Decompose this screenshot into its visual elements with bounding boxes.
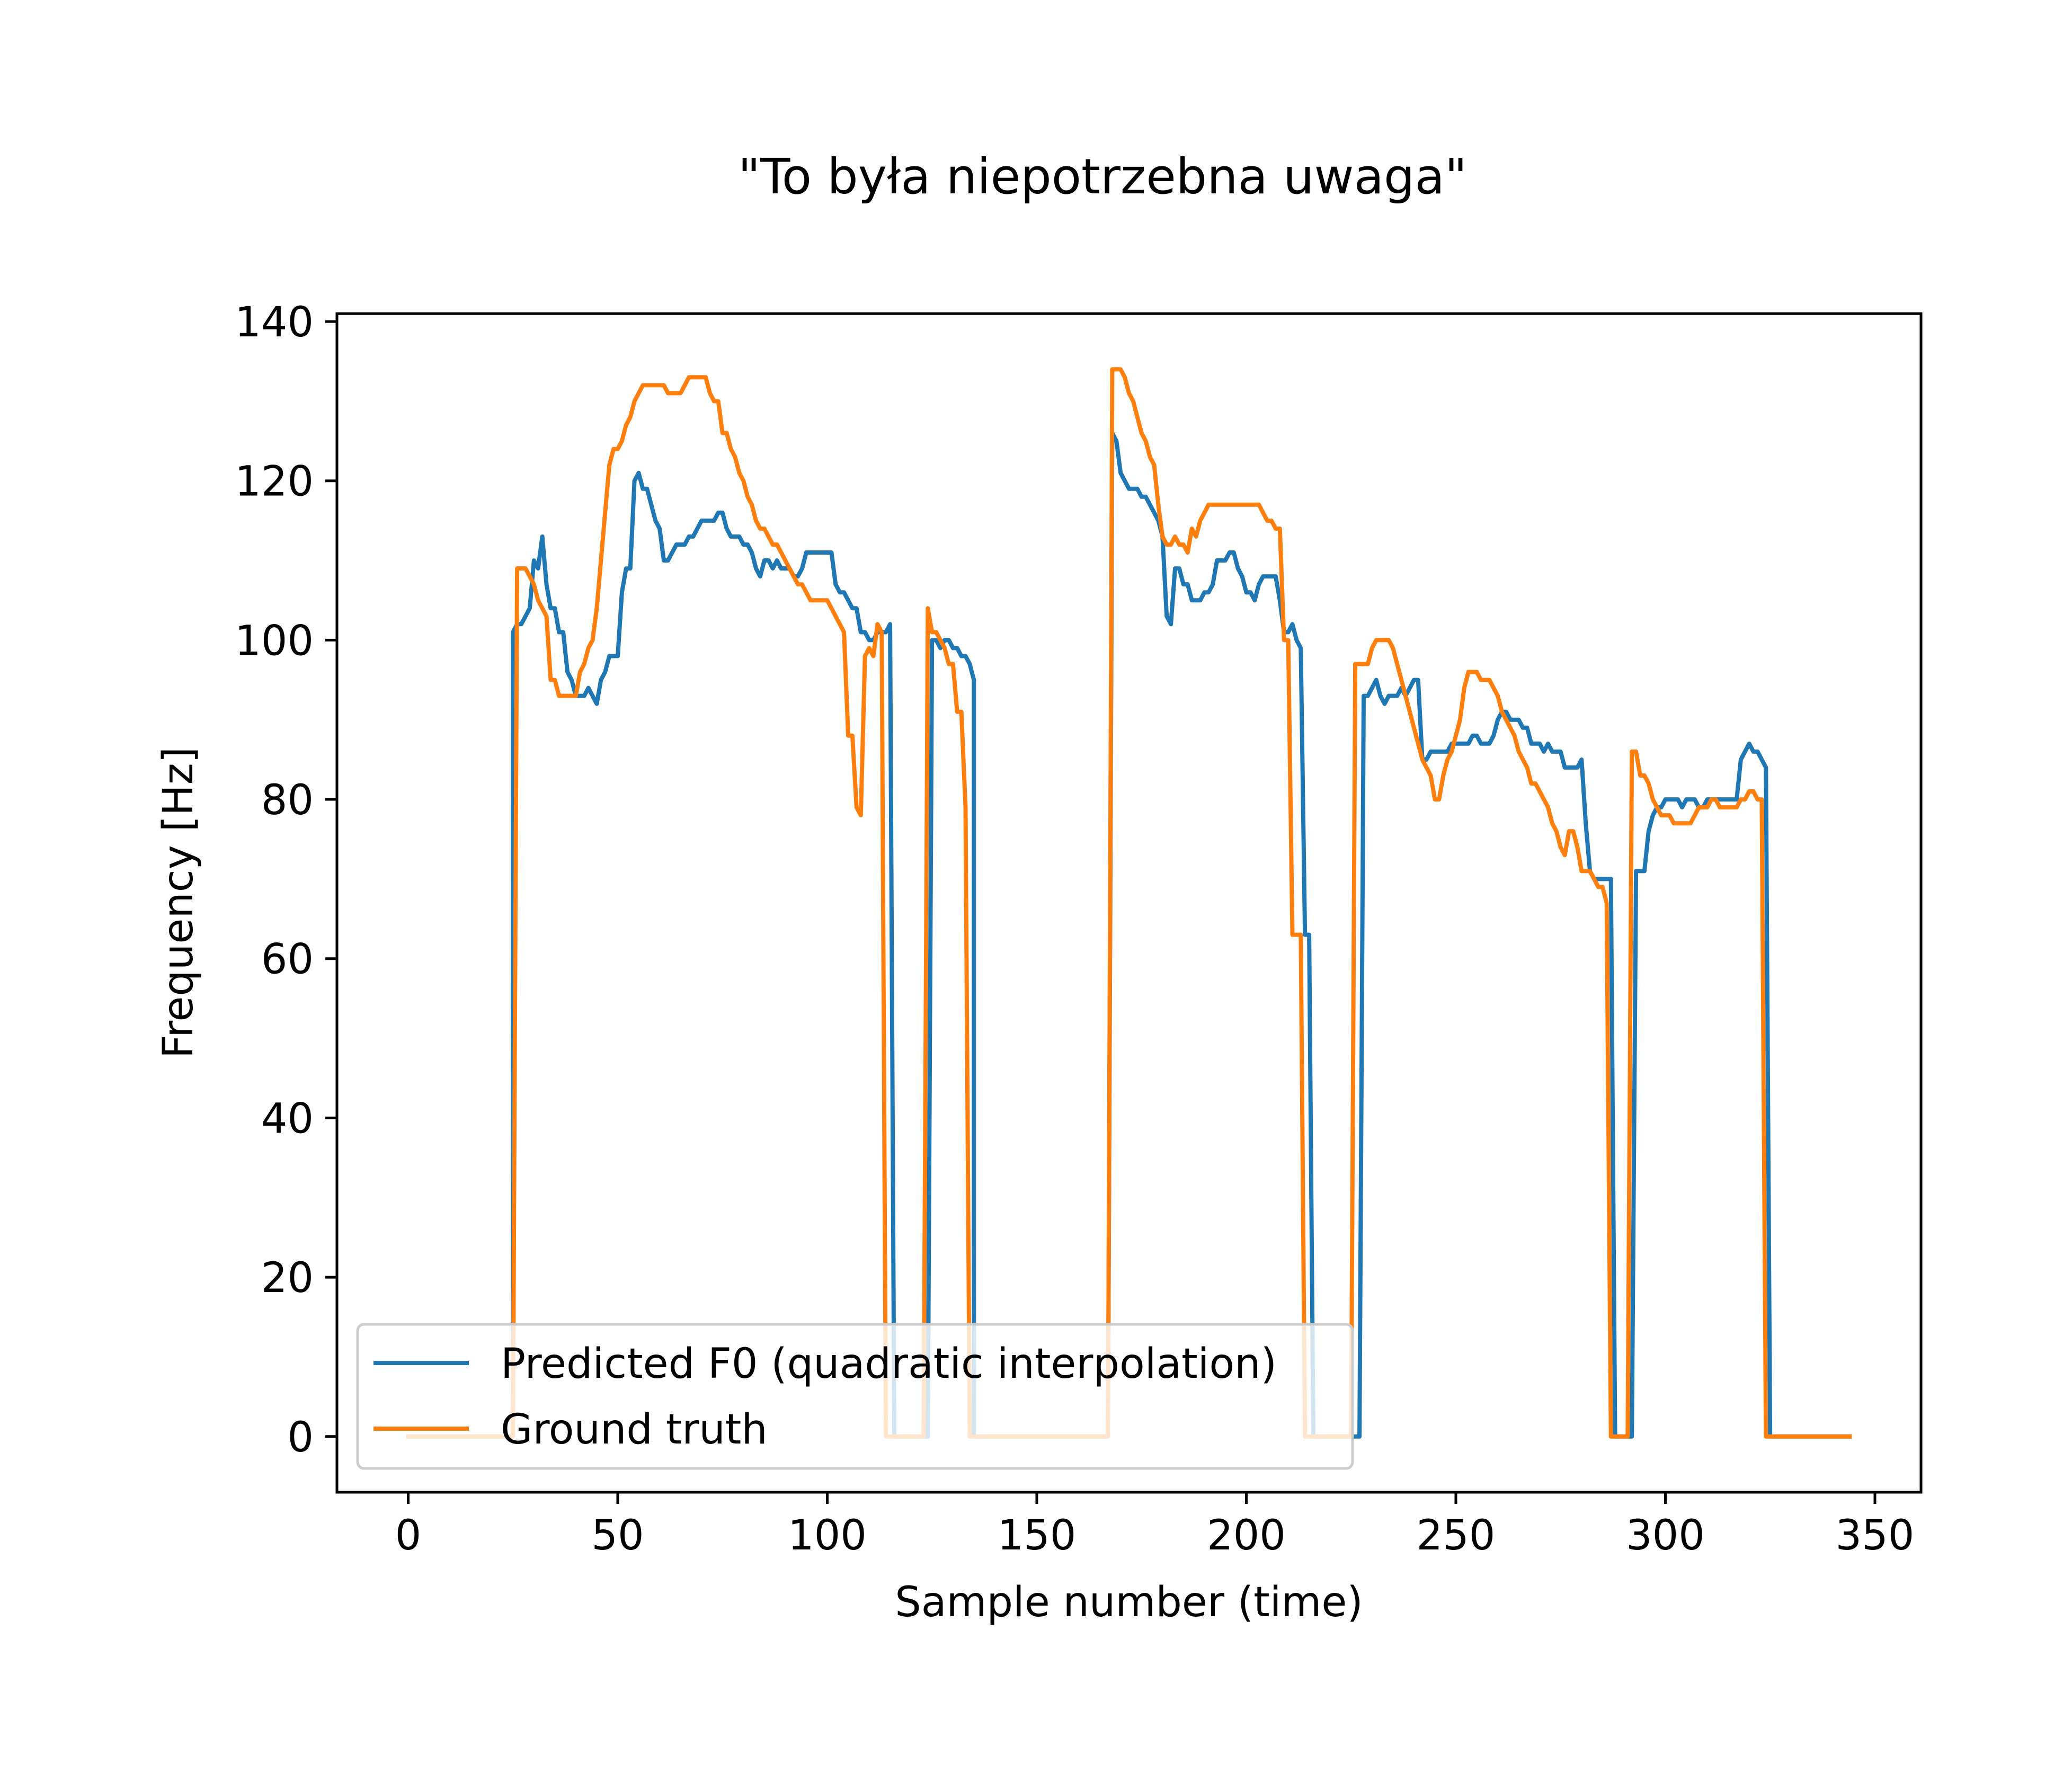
legend-label-predicted: Predicted F0 (quadratic interpolation) (501, 1340, 1277, 1388)
x-axis-ticks: 0 50 100 150 200 250 300 350 (395, 1492, 1915, 1560)
y-tick-label: 120 (235, 458, 314, 506)
chart-title: "To była niepotrzebna uwaga" (738, 148, 1467, 205)
x-tick-label: 200 (1207, 1512, 1286, 1560)
y-tick-label: 0 (287, 1414, 314, 1462)
plot-frame (335, 312, 1923, 1494)
y-axis-ticks: 0 20 40 60 80 100 120 140 (235, 299, 337, 1462)
x-tick-label: 300 (1626, 1512, 1705, 1560)
legend: Predicted F0 (quadratic interpolation) G… (356, 1323, 1354, 1470)
y-tick-label: 20 (261, 1254, 314, 1302)
y-axis-label: Frequency [Hz] (155, 747, 202, 1058)
x-axis-label: Sample number (time) (895, 1579, 1363, 1626)
x-tick-label: 350 (1836, 1512, 1915, 1560)
y-tick-label: 40 (261, 1095, 314, 1143)
x-tick-label: 250 (1417, 1512, 1496, 1560)
legend-label-ground-truth: Ground truth (501, 1406, 768, 1454)
y-tick-label: 60 (261, 936, 314, 984)
x-tick-label: 0 (395, 1512, 422, 1560)
plot-series (406, 367, 1852, 1439)
y-tick-label: 140 (235, 299, 314, 346)
y-tick-label: 80 (261, 777, 314, 824)
x-tick-label: 150 (998, 1512, 1077, 1560)
series-line-ground-truth (406, 367, 1852, 1439)
y-tick-label: 100 (235, 617, 314, 665)
series-line-predicted-f0 (406, 431, 1852, 1439)
x-tick-label: 50 (591, 1512, 644, 1560)
legend-box (356, 1323, 1354, 1470)
x-tick-label: 100 (788, 1512, 867, 1560)
